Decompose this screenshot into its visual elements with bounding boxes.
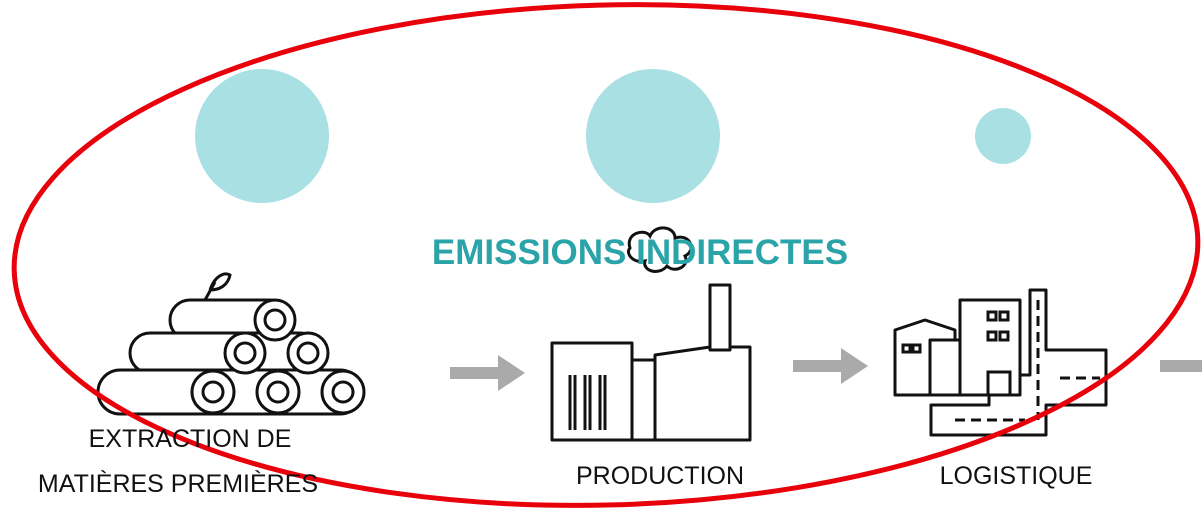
arrows	[450, 348, 1202, 391]
stage-label: LOGISTIQUE	[940, 462, 1093, 490]
logs-icon	[96, 272, 366, 416]
city-icon	[893, 288, 1108, 437]
circle	[975, 108, 1031, 164]
circle	[195, 69, 329, 203]
stage-label: PRODUCTION	[576, 462, 744, 490]
stage-label: MATIÈRES PREMIÈRES	[38, 469, 318, 498]
stage-label: EXTRACTION DE	[89, 425, 292, 453]
circle	[586, 69, 720, 203]
boundary-ellipse	[11, 2, 1201, 508]
factory-icon	[550, 226, 752, 442]
title: EMISSIONS INDIRECTES	[432, 233, 848, 272]
